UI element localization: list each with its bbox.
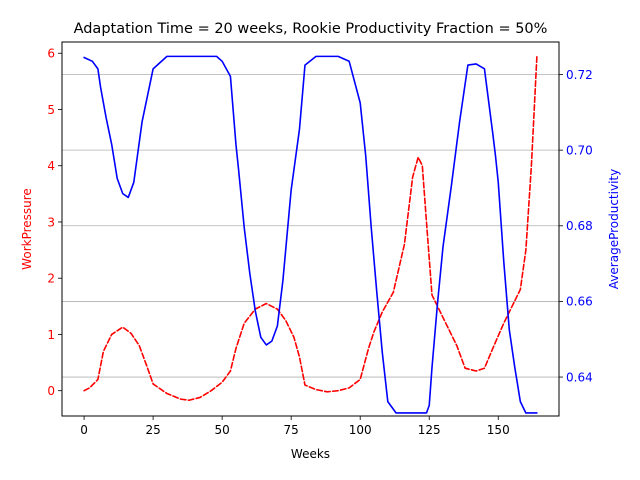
x-tick-label-100: 100 (349, 423, 372, 437)
left-tick-label-6: 6 (47, 47, 55, 61)
right-axis-label: AverageProductivity (607, 169, 621, 289)
right-tick-label-2: 0.68 (566, 219, 593, 233)
grid-layer (62, 74, 559, 378)
left-axis-label: WorkPressure (20, 188, 34, 270)
left-tick-label-0: 0 (47, 384, 55, 398)
right-axis-ticks: 0.64 0.66 0.68 0.70 0.72 (559, 68, 593, 384)
series-line-workpressure (83, 55, 538, 402)
x-tick-label-150: 150 (487, 423, 510, 437)
series-layer (83, 55, 538, 414)
x-tick-label-75: 75 (284, 423, 299, 437)
chart-title: Adaptation Time = 20 weeks, Rookie Produ… (74, 21, 548, 37)
right-tick-label-3: 0.70 (566, 143, 593, 157)
series-line-averageproductivity (83, 55, 538, 414)
left-tick-label-2: 2 (47, 272, 55, 286)
x-tick-label-25: 25 (145, 423, 160, 437)
left-tick-label-3: 3 (47, 215, 55, 229)
x-tick-label-125: 125 (418, 423, 441, 437)
left-tick-label-4: 4 (47, 159, 55, 173)
left-tick-label-5: 5 (47, 103, 55, 117)
right-tick-label-1: 0.66 (566, 295, 593, 309)
left-tick-label-1: 1 (47, 328, 55, 342)
plot-frame (61, 41, 560, 417)
right-tick-label-0: 0.64 (566, 370, 593, 384)
x-tick-label-0: 0 (80, 423, 88, 437)
left-axis-ticks: 0 1 2 3 4 5 6 (47, 47, 62, 398)
x-axis-label: Weeks (291, 447, 330, 461)
right-tick-label-4: 0.72 (566, 68, 593, 82)
x-tick-label-50: 50 (215, 423, 230, 437)
x-axis-ticks: 0 25 50 75 100 125 150 (80, 416, 510, 437)
